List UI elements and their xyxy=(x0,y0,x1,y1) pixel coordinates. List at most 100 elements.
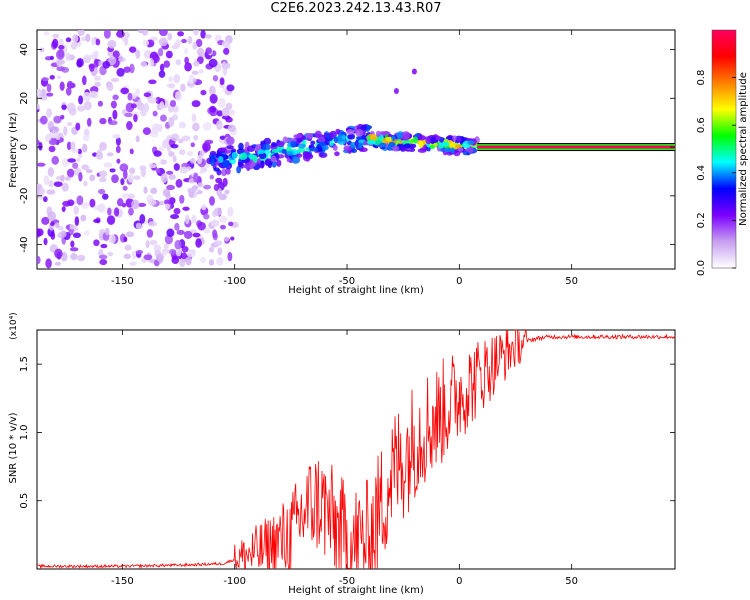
spectrogram-cell xyxy=(93,218,101,223)
spectrogram-cell xyxy=(297,147,306,153)
spectrogram-cell xyxy=(208,246,215,253)
spectrogram-cell xyxy=(195,238,202,248)
spectrogram-cell xyxy=(193,61,200,67)
spectrogram-cell xyxy=(195,38,203,48)
spectrogram-cell xyxy=(388,141,396,147)
spectrogram-cell xyxy=(89,63,95,72)
spectrogram-cell xyxy=(52,126,60,134)
spectrogram-cell xyxy=(335,128,341,135)
spectrogram-cell xyxy=(110,77,120,83)
spectrogram-cell xyxy=(73,205,79,215)
spectrogram-cell xyxy=(93,58,99,69)
spectrogram-cell xyxy=(178,121,187,129)
spectrogram-cell xyxy=(213,207,223,217)
spectrogram-cell xyxy=(66,121,73,127)
y-tick-label: -20 xyxy=(19,188,30,204)
spectrogram-cell xyxy=(83,56,91,64)
spectrogram-cell xyxy=(246,145,256,152)
spectrogram-cell xyxy=(59,81,65,91)
spectrogram-cell xyxy=(61,206,66,213)
spectrogram-cell xyxy=(214,240,223,246)
spectrogram-cell xyxy=(93,205,102,211)
spectrogram-panel: -150 -100 -50 0 50 -40 -20 0 20 40 Height of stra… xyxy=(8,29,676,296)
spectrogram-cell xyxy=(417,148,427,153)
spectrogram-cell xyxy=(209,105,217,113)
spectrogram-cell xyxy=(43,196,48,203)
spectrogram-cell xyxy=(346,129,355,135)
spectrogram-cell xyxy=(210,158,216,167)
spectrogram-cell xyxy=(166,83,176,88)
spectrogram-cell xyxy=(103,162,113,168)
spectrogram-cell xyxy=(226,84,235,92)
spectrogram-cell xyxy=(179,259,186,267)
spectrogram-cell xyxy=(178,149,186,156)
chart-title: C2E6.2023.242.13.43.R07 xyxy=(270,1,442,16)
x-tick-label: 0 xyxy=(456,276,462,287)
y-tick-label: 20 xyxy=(19,92,30,105)
spectrogram-cell xyxy=(230,236,235,241)
spectrogram-cell xyxy=(99,170,108,178)
x-tick-label: 50 xyxy=(565,276,578,287)
spectrogram-cell xyxy=(123,66,131,73)
spectrogram-cell xyxy=(52,38,59,49)
spectrogram-cell xyxy=(83,180,88,187)
spectrogram-cell xyxy=(319,152,328,158)
spectrogram-cell xyxy=(122,169,128,180)
spectrogram-cell xyxy=(168,117,175,127)
spectrogram-cell xyxy=(76,59,83,68)
spectrogram-cell xyxy=(200,89,207,96)
colorbar: 0.0 0.2 0.4 0.6 0.8 Normalized spectral ampl… xyxy=(696,29,749,276)
spectrogram-cell xyxy=(192,77,197,83)
spectrogram-cell xyxy=(259,162,265,169)
y-tick-label: 1.0 xyxy=(19,424,30,440)
spectrogram-cell xyxy=(124,31,131,39)
spectrogram-cell xyxy=(46,83,52,93)
spectrogram-cell xyxy=(50,221,55,227)
spectrogram-cell xyxy=(137,30,145,34)
spectrogram-cell xyxy=(391,135,396,142)
spectrogram-cell xyxy=(160,173,168,183)
spectrogram-cell xyxy=(95,38,101,46)
spectrogram-cell xyxy=(191,185,199,190)
spectrogram-cell xyxy=(236,165,242,174)
spectrogram-cell xyxy=(223,47,230,55)
spectrogram-cell xyxy=(58,45,65,50)
spectrogram-cell xyxy=(291,155,301,164)
spectrogram-cell xyxy=(143,186,148,194)
spectrogram-cell xyxy=(174,91,182,102)
spectrogram-cell xyxy=(212,75,219,82)
spectrogram-cell xyxy=(77,30,85,37)
spectrogram-cell xyxy=(123,36,129,46)
spectrogram-cell xyxy=(38,187,46,195)
colorbar-tick-label: 0.4 xyxy=(696,165,707,181)
spectrogram-cell xyxy=(66,168,75,178)
spectrogram-cell xyxy=(375,130,381,138)
spectrogram-cell xyxy=(163,243,169,249)
spectrogram-cell xyxy=(172,155,177,163)
spectrogram-cell xyxy=(132,250,137,260)
colorbar-gradient xyxy=(711,29,737,269)
spectrogram-cell xyxy=(152,56,159,61)
spectrogram-cell xyxy=(85,169,93,174)
spectrogram-cell xyxy=(192,41,197,50)
spectrogram-cell xyxy=(108,56,117,66)
spectrogram-cell xyxy=(177,31,184,37)
spectrogram-cell xyxy=(221,61,227,70)
spectrogram-cell xyxy=(329,140,334,147)
spectrogram-cell xyxy=(450,147,455,154)
spectrogram-cell xyxy=(237,161,243,168)
spectrogram-cell xyxy=(60,174,65,182)
spectrogram-cell xyxy=(168,197,176,205)
spectrogram-cell xyxy=(53,181,63,187)
spectrogram-cell xyxy=(367,139,376,145)
spectrogram-cell xyxy=(46,92,54,97)
spectrogram-cell xyxy=(77,254,86,262)
spectrogram-cell xyxy=(80,214,87,222)
spectrogram-cell xyxy=(360,124,368,131)
spectrogram-cell xyxy=(430,136,435,145)
spectrogram-cell xyxy=(129,167,136,175)
spectrogram-cell xyxy=(210,219,220,227)
spectrogram-cell xyxy=(67,158,76,163)
spectrogram-cell xyxy=(271,160,277,168)
spectrogram-cell xyxy=(172,105,179,113)
